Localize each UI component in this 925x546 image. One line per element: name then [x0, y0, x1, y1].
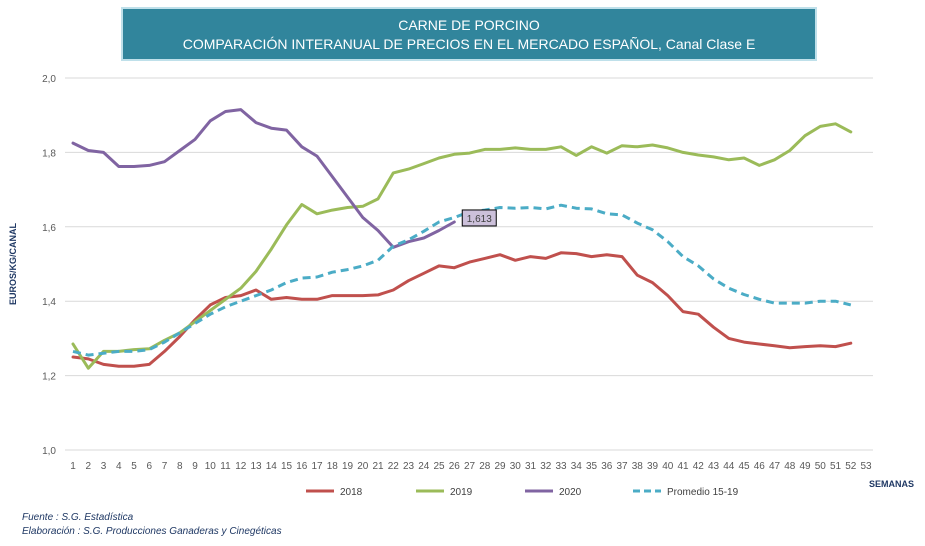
x-tick-label: 19 [342, 461, 354, 472]
x-tick-label: 31 [525, 461, 537, 472]
x-tick-label: 11 [220, 461, 231, 472]
y-tick-label: 1,8 [42, 148, 56, 159]
chart-title-box: CARNE DE PORCINO COMPARACIÓN INTERANUAL … [121, 7, 817, 61]
y-tick-label: 2,0 [42, 74, 56, 85]
x-axis-title: SEMANAS [869, 479, 914, 489]
x-tick-label: 42 [693, 461, 705, 472]
x-tick-label: 43 [708, 461, 720, 472]
x-tick-label: 33 [555, 461, 567, 472]
x-tick-label: 16 [296, 461, 308, 472]
x-tick-label: 49 [799, 461, 811, 472]
x-tick-label: 34 [571, 461, 583, 472]
y-tick-label: 1,0 [42, 446, 56, 457]
x-tick-label: 36 [601, 461, 613, 472]
y-tick-label: 1,4 [42, 297, 56, 308]
footer-source: Fuente : S.G. Estadística [22, 512, 134, 523]
series-line-2019 [71, 122, 853, 370]
x-tick-label: 4 [116, 461, 122, 472]
footer-elaboration: Elaboración : S.G. Producciones Ganadera… [22, 526, 282, 537]
x-tick-label: 38 [632, 461, 644, 472]
x-tick-label: 14 [266, 461, 278, 472]
x-tick-label: 7 [162, 461, 168, 472]
x-tick-label: 53 [860, 461, 872, 472]
x-tick-label: 23 [403, 461, 415, 472]
x-tick-label: 12 [235, 461, 247, 472]
y-tick-label: 1,6 [42, 223, 56, 234]
legend-label: 2019 [450, 487, 473, 498]
x-tick-label: 27 [464, 461, 476, 472]
y-axis-title: EUROS/KG/CANAL [8, 223, 18, 306]
x-tick-label: 29 [494, 461, 506, 472]
x-tick-label: 2 [85, 461, 91, 472]
series-line-2020 [71, 108, 456, 249]
x-tick-label: 48 [784, 461, 796, 472]
x-tick-label: 51 [830, 461, 842, 472]
x-tick-label: 25 [433, 461, 445, 472]
data-label: 1,613 [467, 214, 492, 225]
x-tick-label: 20 [357, 461, 369, 472]
x-tick-label: 46 [754, 461, 766, 472]
x-tick-label: 39 [647, 461, 659, 472]
x-tick-label: 28 [479, 461, 491, 472]
x-tick-label: 52 [845, 461, 857, 472]
x-tick-label: 3 [101, 461, 107, 472]
x-tick-label: 5 [131, 461, 137, 472]
x-tick-label: 6 [146, 461, 152, 472]
x-tick-label: 50 [815, 461, 827, 472]
x-tick-label: 1 [70, 461, 76, 472]
legend-label: 2018 [340, 487, 363, 498]
chart-subtitle: COMPARACIÓN INTERANUAL DE PRECIOS EN EL … [182, 36, 756, 52]
x-tick-label: 15 [281, 461, 293, 472]
x-tick-label: 24 [418, 461, 430, 472]
x-tick-label: 18 [327, 461, 339, 472]
legend-label: Promedio 15-19 [667, 487, 739, 498]
x-tick-label: 37 [616, 461, 628, 472]
x-tick-label: 30 [510, 461, 522, 472]
data-label-box [461, 209, 497, 227]
x-tick-label: 40 [662, 461, 674, 472]
x-tick-label: 32 [540, 461, 552, 472]
chart-title: CARNE DE PORCINO [398, 17, 540, 33]
x-tick-label: 45 [738, 461, 750, 472]
legend-label: 2020 [559, 487, 582, 498]
x-tick-label: 44 [723, 461, 735, 472]
x-tick-label: 17 [311, 461, 323, 472]
x-tick-label: 22 [388, 461, 400, 472]
x-tick-label: 35 [586, 461, 598, 472]
series-line-promedio-15-19 [72, 203, 852, 357]
x-tick-label: 21 [372, 461, 384, 472]
x-tick-label: 47 [769, 461, 781, 472]
x-tick-label: 26 [449, 461, 461, 472]
y-tick-label: 1,2 [42, 372, 56, 383]
series-line-2018 [71, 251, 853, 368]
x-tick-label: 13 [250, 461, 262, 472]
x-tick-label: 9 [192, 461, 198, 472]
x-tick-label: 41 [677, 461, 689, 472]
x-tick-label: 8 [177, 461, 183, 472]
x-tick-label: 10 [205, 461, 217, 472]
